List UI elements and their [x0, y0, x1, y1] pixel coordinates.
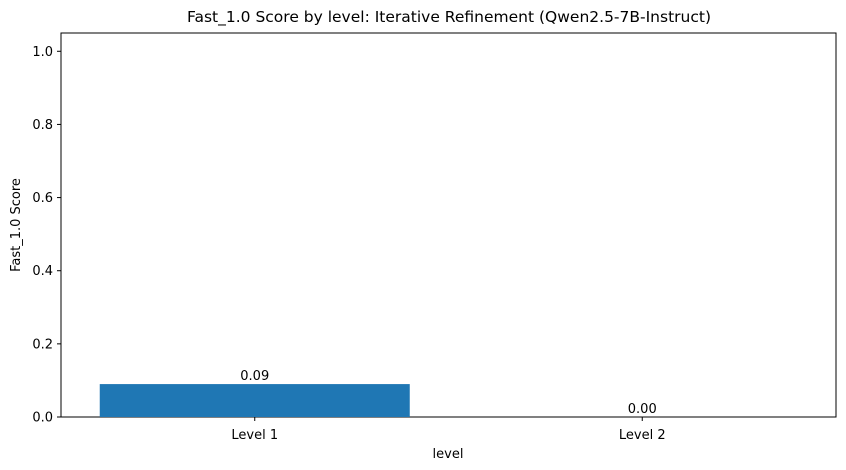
y-tick-label: 0.2	[32, 337, 53, 352]
x-tick-label: Level 1	[231, 428, 278, 443]
x-axis-label: level	[433, 447, 464, 462]
bar-group	[99, 384, 410, 417]
y-axis-label: Fast_1.0 Score	[9, 178, 24, 272]
y-tick-label: 0.6	[32, 191, 53, 206]
x-axis-ticks: Level 1 Level 2	[231, 417, 666, 443]
y-tick-label: 1.0	[32, 45, 53, 60]
bar-value-label: 0.00	[628, 402, 657, 417]
y-tick-label: 0.8	[32, 118, 53, 133]
plot-frame	[60, 32, 837, 418]
y-tick-label: 0.4	[32, 264, 53, 279]
bar-value-label: 0.09	[240, 369, 269, 384]
x-tick-label: Level 2	[619, 428, 666, 443]
y-tick-label: 0.0	[32, 411, 53, 426]
chart-title: Fast_1.0 Score by level: Iterative Refin…	[187, 8, 711, 27]
bar-value-labels: 0.09 0.00	[240, 369, 656, 417]
plot-area: 0.090.00 0.00.20.40.60.81.0 Level 1 Level…	[32, 32, 837, 443]
y-axis-ticks: 0.0 0.2 0.4 0.6 0.8 1.0	[32, 45, 61, 426]
bar-level-1	[99, 384, 410, 417]
